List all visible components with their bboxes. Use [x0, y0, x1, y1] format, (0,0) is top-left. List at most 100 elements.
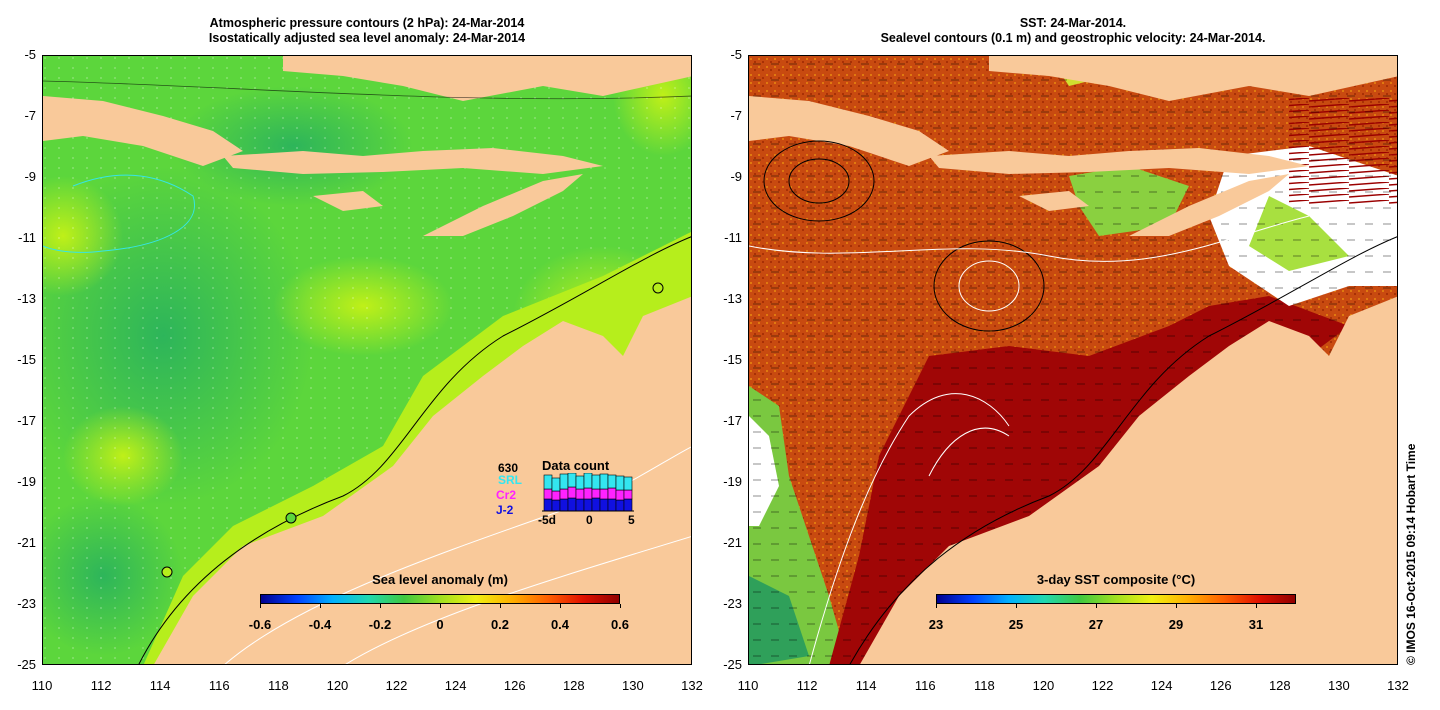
- inset-mission-cr2: Cr2: [496, 488, 517, 502]
- left-colorbar-tickmark: [620, 604, 621, 608]
- left-colorbar-title: Sea level anomaly (m): [372, 572, 508, 587]
- inset-bar-j-2: [543, 498, 553, 512]
- inset-bar-srl: [583, 473, 593, 489]
- right-lon-tick: 118: [973, 678, 995, 693]
- inset-bar-j-2: [591, 497, 601, 512]
- left-lat-tick: -7: [24, 108, 36, 123]
- left-colorbar-tickmark: [440, 604, 441, 608]
- right-lon-tick: 114: [855, 678, 877, 693]
- left-lon-tick: 110: [31, 678, 53, 693]
- right-title-line2: Sealevel contours (0.1 m) and geostrophi…: [880, 31, 1266, 45]
- right-lon-tick: 120: [1032, 678, 1055, 693]
- right-lon-tick: 130: [1328, 678, 1350, 693]
- inset-bar-j-2: [559, 498, 569, 512]
- left-colorbar-tick: -0.6: [248, 617, 272, 632]
- inset-title: Data count: [542, 458, 610, 473]
- right-colorbar-tick: 27: [1088, 617, 1104, 632]
- left-lat-tick: -19: [17, 474, 36, 489]
- left-java-land: [43, 96, 243, 166]
- inset-bar-srl: [543, 474, 553, 490]
- right-colorbar: [936, 594, 1296, 604]
- inset-bar-cr2: [615, 489, 625, 501]
- left-colorbar-tick: -0.4: [308, 617, 332, 632]
- right-colorbar-tick: 23: [928, 617, 944, 632]
- inset-bar-j-2: [575, 498, 585, 512]
- inset-bar-cr2: [575, 488, 585, 500]
- inset-mission-srl: SRL: [498, 473, 522, 487]
- left-lat-tick: -25: [17, 657, 36, 672]
- left-map: [42, 55, 692, 665]
- inset-bar-j-2: [583, 498, 593, 512]
- left-lon-tick: 122: [385, 678, 408, 693]
- right-lon-tick: 128: [1268, 678, 1291, 693]
- right-lat-tick: -19: [723, 474, 742, 489]
- inset-bar-j-2: [551, 499, 561, 512]
- right-colorbar-tick: 29: [1168, 617, 1184, 632]
- right-north-land: [989, 56, 1397, 101]
- imos-credit: © IMOS 16-Oct-2015 09:14 Hobart Time: [1404, 443, 1418, 665]
- left-colorbar-tick: 0.2: [490, 617, 510, 632]
- left-lat-tick: -15: [17, 352, 36, 367]
- left-lat-tick: -11: [18, 230, 36, 245]
- inset-bar-srl: [607, 474, 617, 489]
- right-colorbar-tickmark: [1256, 604, 1257, 608]
- inset-bar-cr2: [607, 487, 617, 500]
- right-lat-tick: -5: [730, 47, 742, 62]
- inset-bar-j-2: [599, 498, 609, 512]
- left-lon-tick: 114: [149, 678, 171, 693]
- right-lon-tick: 122: [1091, 678, 1114, 693]
- left-lat-tick: -9: [24, 169, 36, 184]
- right-lon-tick: 126: [1209, 678, 1232, 693]
- left-lon-tick: 112: [90, 678, 112, 693]
- right-lat-tick: -11: [724, 230, 742, 245]
- left-sumba-land: [313, 191, 383, 211]
- inset-bar-j-2: [615, 499, 625, 512]
- inset-xtick-0: 0: [586, 513, 593, 527]
- left-lon-tick: 120: [326, 678, 349, 693]
- left-colorbar-tick: 0.6: [610, 617, 630, 632]
- inset-bar-j-2: [623, 498, 633, 512]
- left-timor-land: [423, 174, 583, 236]
- left-lon-tick: 132: [681, 678, 703, 693]
- right-sumba-land: [1019, 191, 1089, 211]
- right-lat-tick: -21: [723, 535, 742, 550]
- left-colorbar: [260, 594, 620, 604]
- inset-bar-srl: [615, 475, 625, 491]
- inset-bar-srl: [591, 474, 601, 490]
- left-lesser-sunda-land: [223, 148, 603, 174]
- inset-xtick-minus5: -5d: [538, 513, 556, 527]
- left-lon-tick: 128: [562, 678, 585, 693]
- inset-bar-j-2: [567, 497, 577, 512]
- inset-bar-srl: [567, 473, 577, 488]
- right-timor-land: [1129, 174, 1289, 236]
- right-lesser-sunda-land: [929, 148, 1309, 174]
- left-colorbar-tick: -0.2: [368, 617, 392, 632]
- left-colorbar-tick: 0.4: [550, 617, 570, 632]
- left-colorbar-tick: 0: [436, 617, 444, 632]
- right-lon-tick: 132: [1387, 678, 1409, 693]
- left-lon-tick: 130: [622, 678, 644, 693]
- right-lat-tick: -9: [730, 169, 742, 184]
- left-lat-tick: -13: [17, 291, 36, 306]
- inset-bar-cr2: [567, 486, 577, 499]
- right-colorbar-tickmark: [1176, 604, 1177, 608]
- right-map-graphic: [749, 56, 1397, 664]
- left-colorbar-tickmark: [320, 604, 321, 608]
- right-panel-title: SST: 24-Mar-2014. Sealevel contours (0.1…: [748, 16, 1398, 46]
- inset-count: 630: [498, 461, 519, 475]
- right-java-land: [749, 96, 949, 166]
- right-colorbar-tick: 25: [1008, 617, 1024, 632]
- left-lon-tick: 116: [208, 678, 230, 693]
- left-colorbar-tickmark: [560, 604, 561, 608]
- right-colorbar-tickmark: [936, 604, 937, 608]
- left-colorbar-tickmark: [260, 604, 261, 608]
- left-lat-tick: -5: [24, 47, 36, 62]
- inset-bar-srl: [559, 473, 569, 490]
- left-australia-land: [154, 296, 691, 664]
- inset-mission-j2: J-2: [496, 503, 514, 517]
- right-colorbar-tickmark: [1096, 604, 1097, 608]
- right-colorbar-tickmark: [1016, 604, 1017, 608]
- data-count-inset: 630 Data count SRL Cr2 J-2 -5d 0 5: [490, 455, 640, 530]
- right-lat-tick: -25: [723, 657, 742, 672]
- inset-xtick-5: 5: [628, 513, 635, 527]
